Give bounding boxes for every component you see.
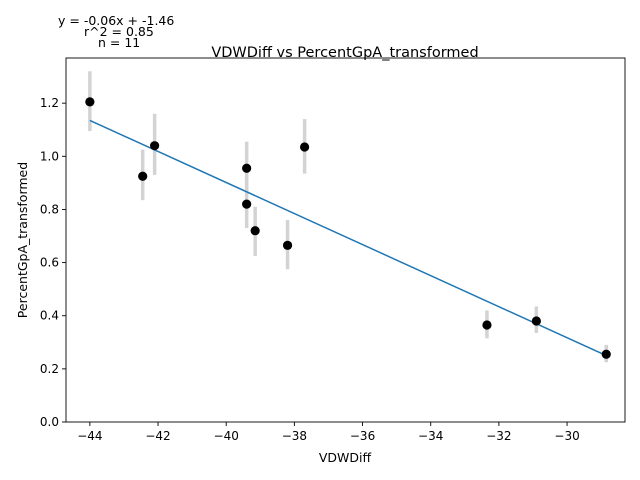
chart-title: VDWDiff vs PercentGpA_transformed <box>211 45 478 61</box>
x-tick-label: −42 <box>145 429 170 443</box>
data-point <box>150 141 160 151</box>
x-tick-label: −40 <box>214 429 239 443</box>
x-tick-label: −32 <box>486 429 511 443</box>
data-point <box>531 316 541 326</box>
y-tick-label: 0.0 <box>40 415 59 429</box>
fit-equation: y = -0.06x + -1.46 <box>58 13 174 28</box>
x-tick-label: −34 <box>418 429 443 443</box>
n-count-text: n = 11 <box>98 35 140 50</box>
fit-line <box>89 119 607 357</box>
y-tick-label: 1.0 <box>40 149 59 163</box>
data-point <box>250 226 260 236</box>
data-point <box>601 349 611 359</box>
y-tick-label: 0.8 <box>40 202 59 216</box>
y-axis-label: PercentGpA_transformed <box>15 162 30 318</box>
y-tick-label: 0.2 <box>40 362 59 376</box>
data-point <box>482 320 492 330</box>
y-tick-label: 1.2 <box>40 96 59 110</box>
y-tick-label: 0.6 <box>40 256 59 270</box>
data-point <box>299 142 310 152</box>
plot-content <box>85 71 611 363</box>
x-tick-label: −44 <box>77 429 102 443</box>
r-squared-text: r^2 = 0.85 <box>84 24 154 39</box>
data-point <box>242 199 252 209</box>
data-point <box>138 171 148 181</box>
data-point <box>282 240 293 250</box>
x-tick-label: −38 <box>282 429 307 443</box>
data-point <box>85 97 95 107</box>
axis-ticks: −44 −42 −40 −38 −36 −34 −32 −30 0.0 0.2 0.4 0.6 0.8 1… <box>40 96 580 443</box>
x-tick-label: −36 <box>350 429 375 443</box>
x-tick-label: −30 <box>554 429 579 443</box>
x-axis-label: VDWDiff <box>319 450 372 465</box>
data-point <box>242 163 252 173</box>
y-tick-label: 0.4 <box>40 309 59 323</box>
plot-frame <box>65 57 626 423</box>
